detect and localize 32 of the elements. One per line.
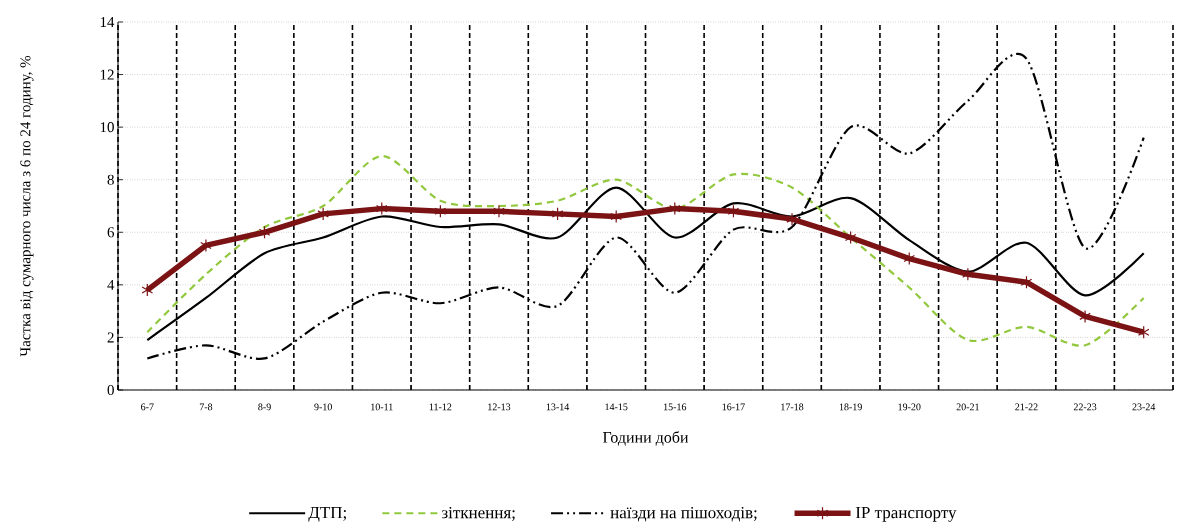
y-tick-label: 10 xyxy=(100,122,114,133)
legend-label: ДТП; xyxy=(308,506,346,522)
x-tick-label: 20-21 xyxy=(956,403,979,411)
legend-label: ІР транспорту xyxy=(855,506,957,522)
x-tick-label: 12-13 xyxy=(488,403,511,411)
x-tick-label: 10-11 xyxy=(371,403,393,411)
y-tick-label: 14 xyxy=(100,17,115,27)
x-tick-label: 18-19 xyxy=(839,403,862,411)
x-axis-title: Години доби xyxy=(602,431,689,446)
x-tick-label: 7-8 xyxy=(199,403,213,411)
x-tick-label: 14-15 xyxy=(605,403,628,411)
x-tick-label: 15-16 xyxy=(664,403,687,411)
y-tick-label: 12 xyxy=(100,69,114,80)
y-tick-label: 0 xyxy=(107,384,114,396)
y-tick-label: 4 xyxy=(107,279,115,290)
y-tick-label: 2 xyxy=(107,332,114,343)
x-tick-label: 17-18 xyxy=(781,403,804,411)
x-tick-label: 19-20 xyxy=(898,403,921,411)
y-tick-label: 6 xyxy=(107,227,115,238)
x-tick-label: 23-24 xyxy=(1132,403,1156,411)
x-tick-label: 21-22 xyxy=(1015,403,1038,411)
y-tick-label: 8 xyxy=(107,174,114,185)
x-tick-label: 9-10 xyxy=(314,403,332,411)
x-tick-label: 6-7 xyxy=(141,403,154,411)
x-tick-label: 11-12 xyxy=(429,403,452,411)
x-tick-label: 22-23 xyxy=(1073,403,1097,411)
x-tick-label: 13-14 xyxy=(546,403,570,411)
y-axis-title: Частка від сумарного числа з 6 по 24 годину, % xyxy=(20,55,34,357)
legend-label: зіткнення; xyxy=(441,506,515,521)
legend-label: наїзди на пішоходів; xyxy=(610,506,757,522)
x-tick-label: 16-17 xyxy=(722,403,745,411)
x-tick-label: 8-9 xyxy=(258,403,271,411)
